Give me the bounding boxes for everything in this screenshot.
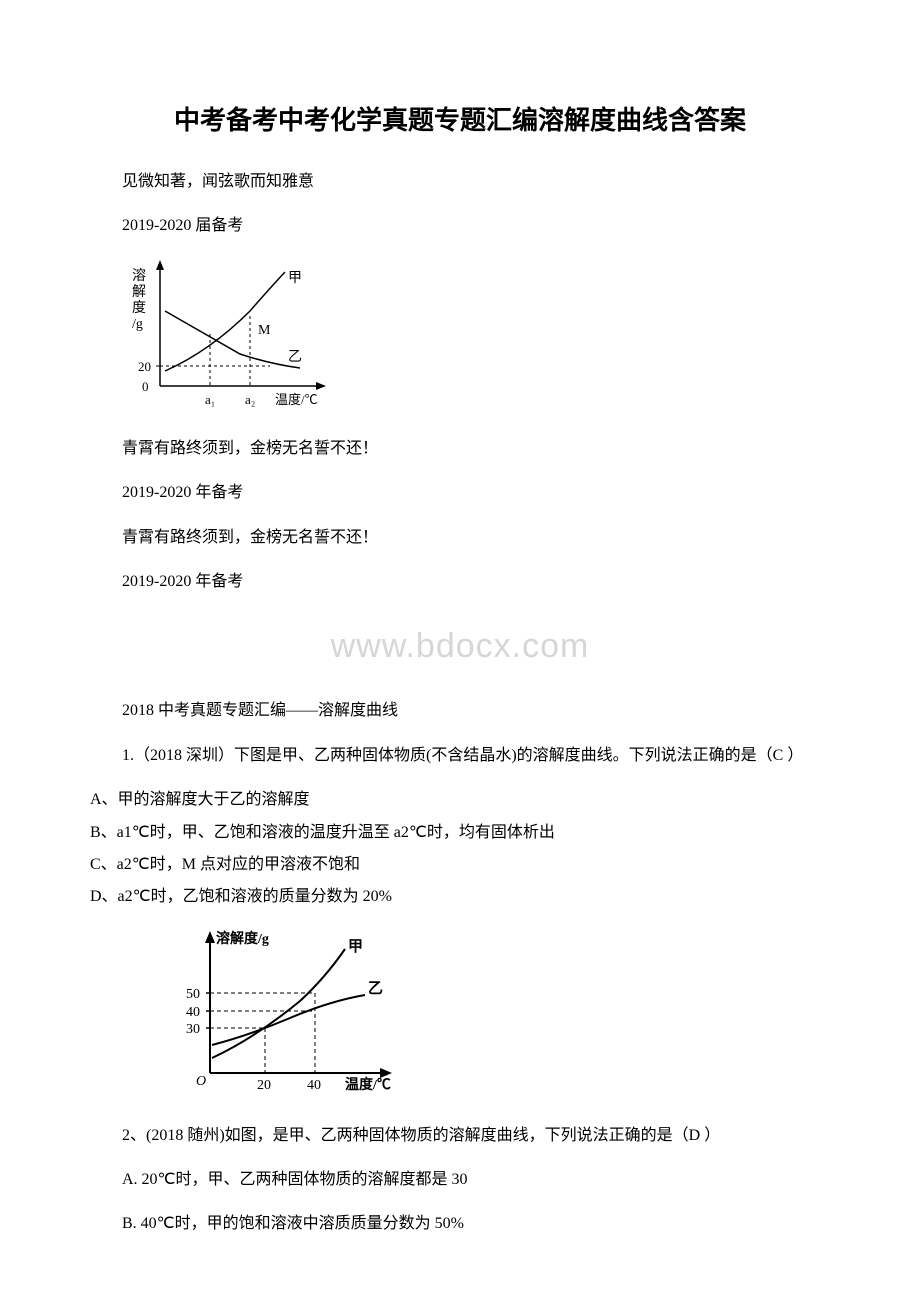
q2-option-b: B. 40℃时，甲的饱和溶液中溶质质量分数为 50%	[90, 1209, 830, 1239]
q1-option-b: B、a1℃时，甲、乙饱和溶液的温度升温至 a2℃时，均有固体析出	[90, 818, 830, 848]
chart2-series-jia: 甲	[348, 938, 363, 955]
chart1-xlabel: 温度/℃	[275, 392, 318, 407]
chart1-xtick-a2: a₂	[245, 392, 255, 407]
intro-line-2: 2019-2020 届备考	[90, 211, 830, 241]
chart1-ytick-0: 0	[142, 379, 149, 394]
q1-option-d: D、a2℃时，乙饱和溶液的质量分数为 20%	[90, 882, 830, 912]
watermark-text: www.bdocx.com	[90, 627, 830, 666]
chart2-xlabel: 温度/℃	[345, 1076, 391, 1093]
chart2-ytick-30: 30	[186, 1022, 200, 1037]
page-title: 中考备考中考化学真题专题汇编溶解度曲线含答案	[90, 100, 830, 137]
chart2-curve-yi	[212, 995, 365, 1045]
repeat-phrase-1: 青霄有路终须到，金榜无名誓不还！	[90, 434, 830, 464]
chart1-series-jia: 甲	[288, 271, 302, 286]
q2-option-a: A. 20℃时，甲、乙两种固体物质的溶解度都是 30	[90, 1165, 830, 1195]
chart2-origin: O	[196, 1074, 206, 1089]
q1-option-c: C、a2℃时，M 点对应的甲溶液不饱和	[90, 850, 830, 880]
chart1-series-yi: 乙	[288, 349, 302, 365]
chart1-curve-yi	[165, 311, 300, 368]
repeat-phrase-2: 青霄有路终须到，金榜无名誓不还！	[90, 523, 830, 553]
chart1-ytick-20: 20	[138, 359, 151, 374]
chart2-ytick-40: 40	[186, 1005, 200, 1020]
chart1-ylabel-3: 度	[132, 300, 146, 316]
solubility-chart-2: 溶解度/g 30 40 50 甲 乙 O 20 40 温度/℃	[160, 923, 830, 1103]
q1-stem: 1.（2018 深圳）下图是甲、乙两种固体物质(不含结晶水)的溶解度曲线。下列说…	[90, 741, 830, 771]
section-heading: 2018 中考真题专题汇编——溶解度曲线	[90, 696, 830, 726]
chart2-xtick-40: 40	[307, 1078, 321, 1093]
chart2-ytick-50: 50	[186, 987, 200, 1002]
repeat-year-1: 2019-2020 年备考	[90, 478, 830, 508]
chart1-ylabel-2: 解	[132, 284, 146, 300]
q2-stem: 2、(2018 随州)如图，是甲、乙两种固体物质的溶解度曲线，下列说法正确的是（…	[90, 1121, 830, 1151]
chart1-ylabel-1: 溶	[132, 268, 146, 284]
intro-line-1: 见微知著，闻弦歌而知雅意	[90, 167, 830, 197]
chart2-series-yi: 乙	[368, 981, 383, 997]
chart1-point-m: M	[258, 323, 271, 338]
q1-option-a: A、甲的溶解度大于乙的溶解度	[90, 785, 830, 815]
chart2-curve-jia	[212, 949, 345, 1058]
chart1-ylabel-4: /g	[132, 317, 143, 332]
chart1-xtick-a1: a₁	[205, 392, 215, 407]
chart2-xtick-20: 20	[257, 1078, 271, 1093]
repeat-year-2: 2019-2020 年备考	[90, 567, 830, 597]
chart2-ylabel: 溶解度/g	[216, 930, 269, 947]
solubility-chart-1: 溶 解 度 /g 20 0 M 甲 乙 a₁ a₂ 温度/℃	[120, 256, 830, 416]
